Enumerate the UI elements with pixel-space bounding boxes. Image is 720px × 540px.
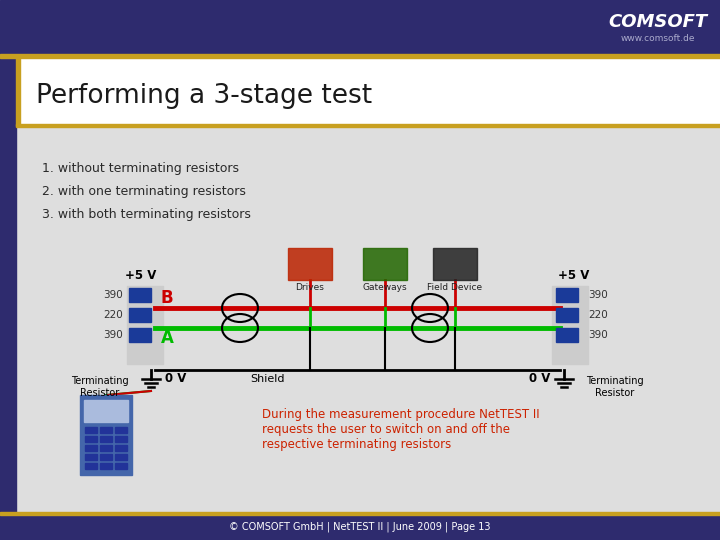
Bar xyxy=(433,248,477,280)
Bar xyxy=(85,445,97,451)
Bar xyxy=(85,427,97,433)
Text: Shield: Shield xyxy=(250,374,284,384)
Text: 220: 220 xyxy=(588,310,608,320)
Text: Drives: Drives xyxy=(295,283,325,292)
Bar xyxy=(16,124,720,127)
Text: © COMSOFT GmbH | NetTEST II | June 2009 | Page 13: © COMSOFT GmbH | NetTEST II | June 2009 … xyxy=(229,522,491,532)
Bar xyxy=(0,58,16,528)
Text: Terminating
Resistor: Terminating Resistor xyxy=(586,376,644,397)
Bar xyxy=(115,427,127,433)
Text: COMSOFT: COMSOFT xyxy=(608,13,708,31)
Bar xyxy=(129,308,151,322)
Text: +5 V: +5 V xyxy=(125,269,157,282)
Text: 1. without terminating resistors: 1. without terminating resistors xyxy=(42,161,239,174)
Bar xyxy=(100,454,112,460)
Text: 3. with both terminating resistors: 3. with both terminating resistors xyxy=(42,207,251,220)
Bar xyxy=(84,400,128,422)
Text: 2. with one terminating resistors: 2. with one terminating resistors xyxy=(42,185,246,198)
Bar xyxy=(115,445,127,451)
Bar xyxy=(85,436,97,442)
Bar xyxy=(129,328,151,342)
Text: 0 V: 0 V xyxy=(165,372,186,385)
Text: 390: 390 xyxy=(588,290,608,300)
Bar xyxy=(100,427,112,433)
Bar xyxy=(115,436,127,442)
Bar xyxy=(100,463,112,469)
Bar xyxy=(85,463,97,469)
Text: During the measurement procedure NetTEST II
requests the user to switch on and o: During the measurement procedure NetTEST… xyxy=(262,408,539,451)
Text: www.comsoft.de: www.comsoft.de xyxy=(621,33,696,43)
Bar xyxy=(129,288,151,302)
Text: Terminating
Resistor: Terminating Resistor xyxy=(71,376,129,397)
Bar xyxy=(288,248,332,280)
Bar xyxy=(0,512,720,515)
Bar xyxy=(115,454,127,460)
Bar xyxy=(16,127,720,515)
Text: 220: 220 xyxy=(103,310,123,320)
Text: Field Device: Field Device xyxy=(428,283,482,292)
Bar xyxy=(100,445,112,451)
Bar xyxy=(0,0,720,57)
Bar xyxy=(0,54,720,58)
Bar xyxy=(80,395,132,475)
Bar xyxy=(16,58,720,126)
Text: Performing a 3-stage test: Performing a 3-stage test xyxy=(36,83,372,109)
Bar xyxy=(556,288,578,302)
Text: 0 V: 0 V xyxy=(528,372,550,385)
Bar xyxy=(363,248,407,280)
Text: 390: 390 xyxy=(103,290,123,300)
Text: B: B xyxy=(161,289,174,307)
Bar xyxy=(115,463,127,469)
Text: +5 V: +5 V xyxy=(558,269,590,282)
Text: Gateways: Gateways xyxy=(363,283,408,292)
Bar xyxy=(16,58,20,126)
Bar xyxy=(556,308,578,322)
Bar xyxy=(127,286,163,364)
Text: 390: 390 xyxy=(588,330,608,340)
Bar xyxy=(85,454,97,460)
Bar xyxy=(552,286,588,364)
Text: A: A xyxy=(161,329,174,347)
Bar xyxy=(100,436,112,442)
Bar xyxy=(556,328,578,342)
Text: 390: 390 xyxy=(103,330,123,340)
Bar xyxy=(0,514,720,540)
